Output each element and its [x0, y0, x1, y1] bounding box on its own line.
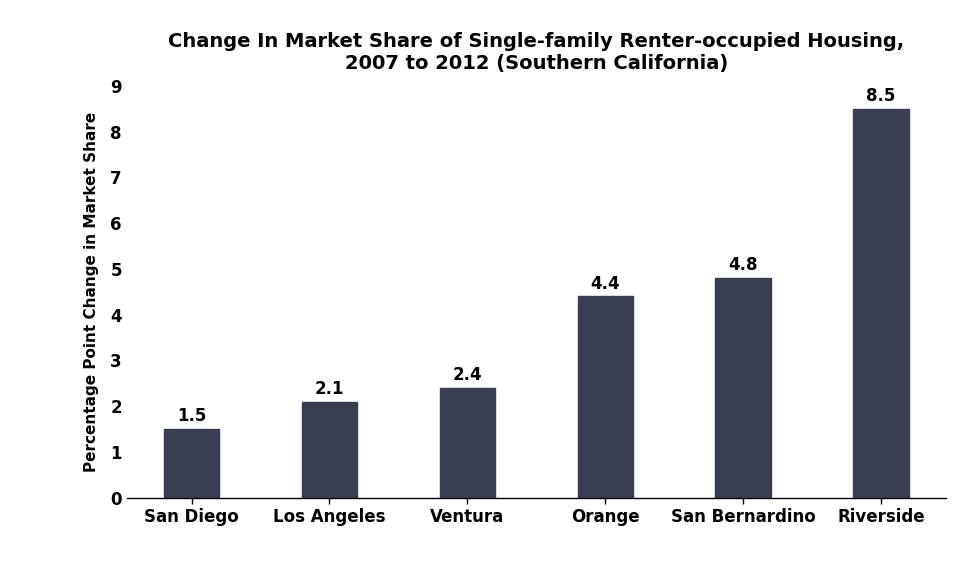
- Bar: [716, 278, 770, 498]
- Y-axis label: Percentage Point Change in Market Share: Percentage Point Change in Market Share: [84, 112, 99, 472]
- Text: 4.4: 4.4: [591, 275, 620, 293]
- Bar: [853, 109, 909, 498]
- Bar: [577, 296, 633, 498]
- Bar: [440, 388, 495, 498]
- Text: 8.5: 8.5: [866, 87, 896, 105]
- Text: 2.4: 2.4: [452, 366, 482, 384]
- Bar: [302, 402, 357, 498]
- Bar: [164, 429, 219, 498]
- Title: Change In Market Share of Single-family Renter-occupied Housing,
2007 to 2012 (S: Change In Market Share of Single-family …: [168, 32, 905, 73]
- Text: 2.1: 2.1: [315, 380, 344, 398]
- Text: 4.8: 4.8: [728, 256, 758, 275]
- Text: 1.5: 1.5: [176, 407, 207, 426]
